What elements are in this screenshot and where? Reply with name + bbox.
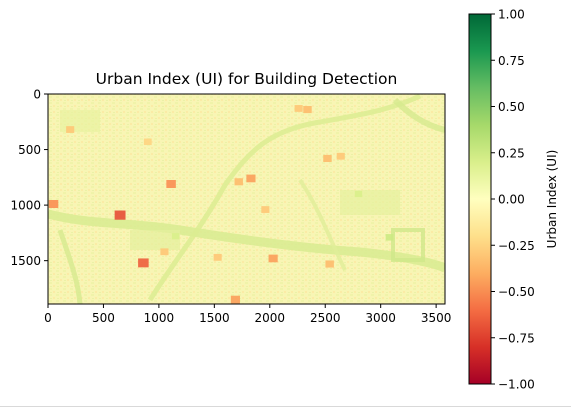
vegetation-band bbox=[392, 97, 445, 133]
vegetation-patch bbox=[60, 110, 100, 132]
heatmap-cell bbox=[114, 210, 126, 220]
heatmap-cell bbox=[213, 253, 222, 261]
x-axis: 0 500 1000 1500 2000 2500 3000 3500 bbox=[44, 304, 451, 325]
heatmap-cell bbox=[160, 248, 169, 256]
heatmap-cell bbox=[385, 234, 394, 241]
heatmap-cell bbox=[166, 180, 176, 188]
y-tick-label: 0 bbox=[33, 88, 41, 102]
colorbar-gradient bbox=[468, 13, 492, 385]
colorbar-tick-label: −0.75 bbox=[498, 331, 535, 345]
heatmap-cell bbox=[294, 105, 303, 112]
plot-frame bbox=[47, 93, 446, 305]
vegetation-patch bbox=[391, 228, 425, 262]
colorbar-tick-label: −0.25 bbox=[498, 239, 535, 253]
heatmap-cell bbox=[303, 106, 312, 114]
heatmap-cell bbox=[268, 254, 278, 263]
y-axis: 0 500 1000 1500 bbox=[10, 88, 48, 268]
x-tick-label: 2500 bbox=[310, 311, 341, 325]
colorbar-tick-label: −0.50 bbox=[498, 285, 535, 299]
vegetation-band bbox=[147, 94, 422, 302]
y-tick-label: 1000 bbox=[10, 199, 41, 213]
heatmap-cell bbox=[48, 200, 59, 208]
colorbar-tick-label: 1.00 bbox=[498, 8, 525, 22]
heatmap-cell bbox=[323, 154, 332, 162]
colorbar-tick-label: 0.00 bbox=[498, 193, 525, 207]
heatmap-cell bbox=[230, 295, 240, 304]
heatmap-cell bbox=[138, 258, 149, 268]
colorbar-tick-label: 0.25 bbox=[498, 146, 525, 160]
colorbar-tick-label: 0.50 bbox=[498, 100, 525, 114]
colorbar-label: Urban Index (UI) bbox=[545, 150, 559, 249]
x-tick-label: 3000 bbox=[365, 311, 396, 325]
heatmap-cell bbox=[354, 190, 363, 198]
heatmap-cell bbox=[246, 174, 256, 183]
x-tick-label: 1500 bbox=[199, 311, 230, 325]
y-tick-label: 500 bbox=[18, 143, 41, 157]
heatmap-image bbox=[48, 94, 445, 304]
chart-title: Urban Index (UI) for Building Detection bbox=[96, 70, 398, 88]
x-tick-label: 3500 bbox=[421, 311, 452, 325]
x-tick-label: 0 bbox=[44, 311, 52, 325]
vegetation-patch bbox=[340, 190, 400, 215]
heatmap-cell bbox=[336, 152, 345, 160]
colorbar: 1.00 0.75 0.50 0.25 0.00 −0.25 −0.50 −0.75 −1.00… bbox=[468, 8, 559, 392]
y-tick-label: 1500 bbox=[10, 254, 41, 268]
heatmap-cell bbox=[143, 138, 152, 146]
heatmap-cell bbox=[171, 233, 180, 240]
colorbar-tick-label: 0.75 bbox=[498, 54, 525, 68]
heatmap-cell bbox=[66, 126, 75, 133]
vegetation-band bbox=[298, 178, 347, 271]
heatmap-cell bbox=[325, 260, 334, 268]
heatmap-cell bbox=[234, 178, 243, 186]
window-divider bbox=[0, 406, 571, 407]
x-tick-label: 500 bbox=[92, 311, 115, 325]
colorbar-ticks: 1.00 0.75 0.50 0.25 0.00 −0.25 −0.50 −0.75 −1.00 bbox=[491, 8, 535, 392]
vegetation-band bbox=[57, 229, 83, 304]
x-tick-label: 1000 bbox=[144, 311, 175, 325]
colorbar-tick-label: −1.00 bbox=[498, 378, 535, 392]
x-tick-label: 2000 bbox=[255, 311, 286, 325]
vegetation-band bbox=[48, 209, 445, 273]
heatmap-features bbox=[48, 105, 394, 304]
heatmap-cell bbox=[261, 206, 270, 213]
heatmap-structures bbox=[48, 94, 445, 304]
vegetation-patch bbox=[130, 230, 180, 250]
